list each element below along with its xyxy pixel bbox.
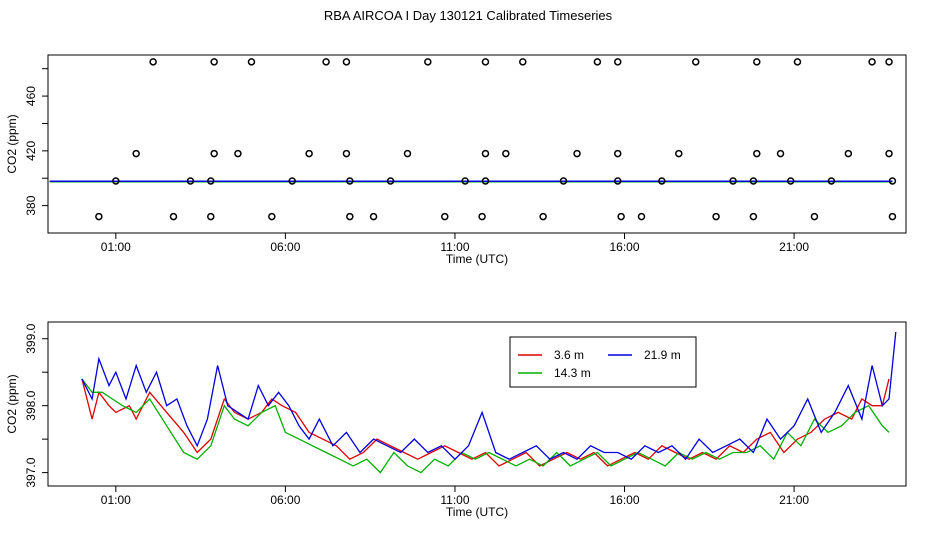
top-point-mid-1 (210, 149, 218, 158)
panel-timeseries: 01:00 06:00 11:00 16:00 21:00 397.0 398.0 399.0… (5, 321, 907, 519)
legend-label-1: 21.9 m (644, 348, 681, 362)
top-point-near-9 (613, 177, 622, 185)
top-point-high-9 (613, 58, 622, 66)
top-point-low-9 (617, 212, 625, 221)
bottom-xtick-label-1: 06:00 (270, 493, 300, 507)
bottom-y-axis-label: CO2 (ppm) (5, 374, 19, 433)
top-point-near-15 (888, 177, 897, 185)
top-point-low-7 (478, 212, 486, 221)
legend: 3.6 m 21.9 m 14.3 m (509, 336, 697, 388)
top-xtick-label-4: 21:00 (779, 240, 809, 254)
bottom-ytick-label-0: 397.0 (24, 457, 38, 487)
top-xtick-label-1: 06:00 (270, 240, 300, 254)
top-point-mid-0 (132, 149, 140, 158)
top-point-mid-11 (753, 149, 761, 158)
top-point-high-13 (868, 58, 876, 66)
top-point-low-6 (441, 212, 449, 221)
top-point-near-14 (827, 177, 836, 185)
top-point-near-11 (729, 177, 737, 185)
top-point-high-14 (885, 58, 893, 66)
bottom-xtick-label-0: 01:00 (101, 493, 131, 507)
bottom-ytick-label-2: 399.0 (24, 323, 38, 353)
top-point-near-13 (786, 177, 795, 185)
top-point-mid-12 (776, 149, 785, 158)
top-point-near-5 (386, 177, 395, 185)
top-y-axis-label: CO2 (ppm) (5, 114, 19, 173)
bottom-xtick-label-4: 21:00 (779, 493, 809, 507)
top-point-low-5 (369, 212, 378, 221)
top-point-low-14 (888, 212, 897, 221)
top-ytick-label-0: 380 (24, 195, 38, 215)
top-point-near-12 (749, 177, 758, 185)
legend-label-2: 14.3 m (554, 366, 591, 380)
top-point-high-5 (424, 58, 432, 66)
bottom-xtick-label-3: 16:00 (610, 493, 640, 507)
top-point-high-0 (149, 58, 157, 66)
panel-scatter: 01:00 06:00 11:00 16:00 21:00 380 420 460 Time (… (5, 54, 907, 266)
top-point-mid-6 (481, 149, 490, 158)
top-point-mid-10 (675, 149, 683, 158)
top-plot-frame (47, 54, 907, 234)
top-point-high-4 (342, 58, 351, 66)
bottom-xtick-label-2: 11:00 (440, 493, 469, 507)
top-point-low-10 (637, 212, 646, 221)
top-point-low-4 (346, 212, 354, 221)
top-point-near-7 (481, 177, 490, 185)
series-line-21-9-m (81, 331, 897, 461)
top-point-high-6 (481, 58, 490, 66)
top-point-high-1 (210, 58, 218, 66)
top-point-mid-14 (885, 149, 893, 158)
bottom-x-axis-label: Time (UTC) (446, 505, 508, 519)
top-point-high-7 (519, 58, 527, 66)
top-point-near-0 (112, 177, 120, 185)
series-line-14-3-m (81, 378, 890, 474)
top-point-low-3 (268, 212, 276, 221)
top-x-axis-label: Time (UTC) (446, 252, 508, 266)
chart-title: RBA AIRCOA I Day 130121 Calibrated Times… (323, 8, 613, 23)
top-point-near-8 (559, 177, 568, 185)
top-point-near-2 (207, 177, 215, 185)
top-point-high-12 (793, 58, 802, 66)
top-point-high-2 (247, 58, 256, 66)
top-xtick-label-0: 01:00 (101, 240, 131, 254)
top-point-near-10 (658, 177, 666, 185)
top-point-high-3 (322, 58, 330, 66)
top-point-near-3 (288, 177, 296, 185)
top-point-mid-4 (342, 149, 351, 158)
top-point-low-13 (810, 212, 819, 221)
legend-box (509, 336, 697, 388)
bottom-ytick-label-1: 398.0 (24, 390, 38, 420)
top-point-mid-8 (573, 149, 581, 158)
top-xtick-label-2: 11:00 (440, 240, 469, 254)
top-point-high-8 (593, 58, 602, 66)
series-line-3-6-m (81, 378, 890, 467)
top-point-near-6 (461, 177, 469, 185)
bottom-plot-frame (47, 321, 907, 487)
top-point-low-0 (95, 212, 103, 221)
top-point-low-12 (749, 212, 758, 221)
legend-label-0: 3.6 m (554, 348, 584, 362)
top-ytick-label-1: 420 (24, 141, 38, 161)
top-point-mid-5 (403, 149, 412, 158)
top-point-mid-13 (844, 149, 853, 158)
top-point-low-11 (712, 212, 720, 221)
top-point-near-4 (346, 177, 354, 185)
top-point-near-1 (186, 177, 195, 185)
top-xtick-label-3: 16:00 (610, 240, 640, 254)
top-point-low-2 (207, 212, 215, 221)
top-point-high-10 (691, 58, 700, 66)
top-point-mid-7 (502, 149, 510, 158)
top-point-mid-9 (613, 149, 622, 158)
top-point-low-1 (169, 212, 178, 221)
top-point-high-11 (753, 58, 761, 66)
top-ytick-label-2: 460 (24, 86, 38, 106)
top-point-mid-3 (305, 149, 313, 158)
top-point-low-8 (539, 212, 547, 221)
top-point-mid-2 (234, 149, 242, 158)
